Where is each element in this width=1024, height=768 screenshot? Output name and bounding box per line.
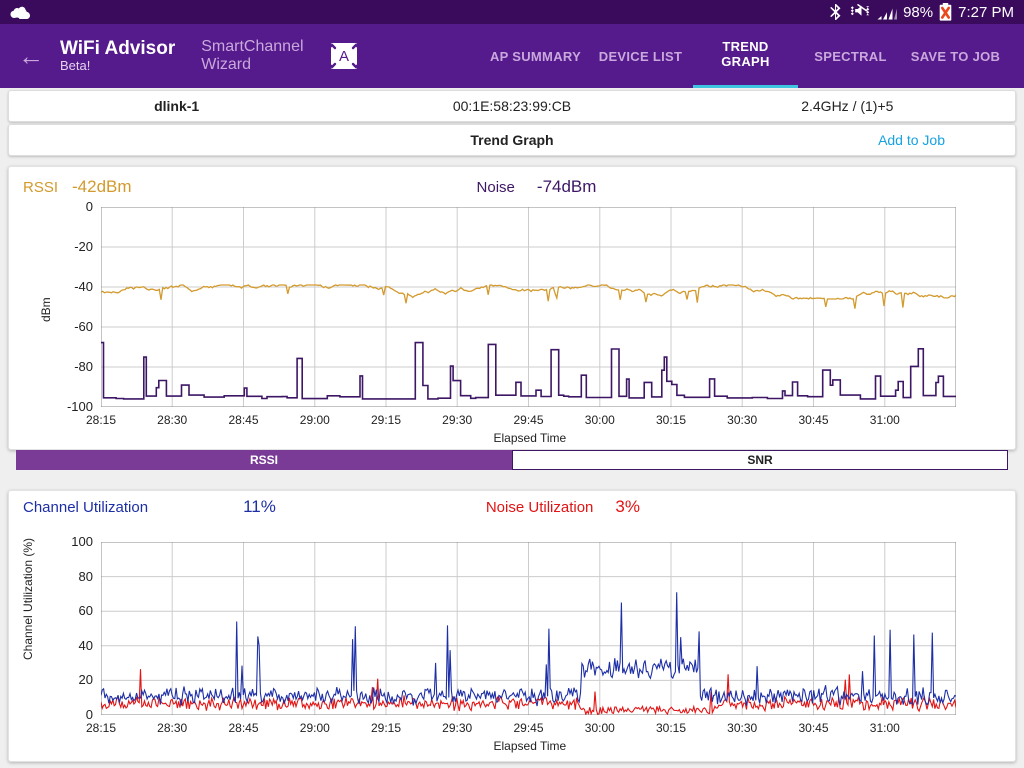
svg-text:A: A xyxy=(339,48,349,65)
